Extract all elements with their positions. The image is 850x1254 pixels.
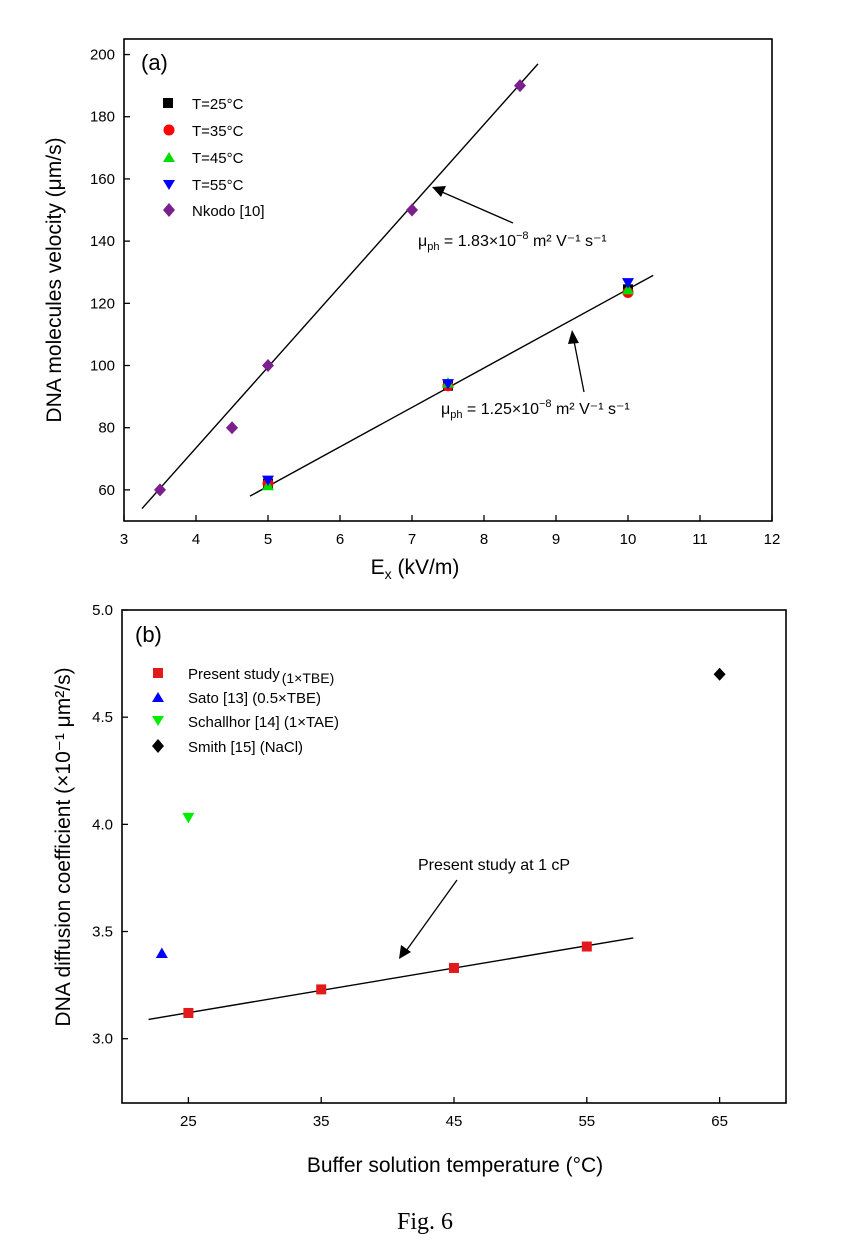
y-tick-label: 4.5 — [92, 709, 113, 726]
panel-a-points — [154, 79, 634, 497]
x-tick-label: 10 — [620, 531, 637, 548]
figure-caption: Fig. 6 — [397, 1209, 453, 1235]
data-point — [262, 475, 274, 487]
y-tick-label: 4.0 — [92, 816, 113, 833]
x-tick-label: 3 — [120, 531, 128, 548]
panel-b-legend: Present study (1×TBE) Sato [13] (0.5×TBE)… — [152, 666, 339, 756]
data-point — [406, 203, 418, 217]
legend-label: T=25°C — [192, 96, 244, 113]
x-tick-label: 9 — [552, 531, 560, 548]
x-tick-label: 8 — [480, 531, 488, 548]
annotation-arrowhead — [432, 186, 446, 197]
annotation-arrow — [405, 879, 458, 952]
panel-b: 25 35 45 55 65 3.0 3.5 4.0 4.5 5.0 (b) Present st… — [52, 602, 787, 1177]
y-axis-label-b: DNA diffusion coefficient (×10⁻¹ μm²/s) — [52, 667, 75, 1026]
y-tick-label: 120 — [90, 295, 115, 312]
legend-marker-triangle-down — [163, 180, 175, 190]
annotation-arrowhead — [568, 330, 579, 344]
y-tick-label: 3.0 — [92, 1031, 113, 1048]
y-tick-label: 80 — [98, 420, 115, 437]
y-tick-label: 140 — [90, 233, 115, 250]
legend-marker-square — [153, 668, 163, 678]
annotation-slope-steep: μph = 1.83×10−8 m² V⁻¹ s⁻¹ — [418, 186, 607, 253]
annotation-arrowhead — [399, 945, 411, 959]
legend-label: Present study (1×TBE) — [188, 666, 334, 686]
legend-marker-triangle-down — [152, 716, 164, 726]
x-tick-label: 11 — [692, 531, 708, 548]
x-axis-label-a: Ex (kV/m) — [371, 556, 460, 582]
annotation-slope-shallow: μph = 1.25×10−8 m² V⁻¹ s⁻¹ — [441, 330, 630, 421]
y-tick-label: 100 — [90, 358, 115, 375]
panel-b-fit-lines — [148, 937, 634, 1021]
y-tick-label: 3.5 — [92, 924, 113, 941]
x-tick-label: 4 — [192, 531, 200, 548]
legend-marker-diamond — [163, 203, 175, 217]
y-axis-label-a: DNA molecules velocity (μm/s) — [43, 137, 66, 422]
x-tick-label: 45 — [446, 1113, 463, 1130]
data-point — [154, 483, 166, 497]
legend-marker-diamond — [152, 739, 164, 753]
legend-marker-square — [163, 98, 173, 108]
legend-marker-circle — [163, 124, 175, 136]
legend-label: T=45°C — [192, 150, 244, 167]
x-tick-label: 5 — [264, 531, 272, 548]
x-tick-label: 65 — [711, 1113, 728, 1130]
data-point — [713, 667, 726, 681]
annotation-text-present-study: Present study at 1 cP — [418, 857, 570, 874]
y-tick-label: 60 — [98, 482, 115, 499]
y-tick-label: 200 — [90, 47, 115, 64]
panel-a-ticks: 3 4 5 6 7 8 9 10 11 12 60 80 100 120 140 160 180 200 — [90, 47, 780, 548]
y-tick-label: 180 — [90, 109, 115, 126]
data-point — [622, 278, 634, 289]
legend-label: Nkodo [10] — [192, 203, 265, 220]
data-point — [182, 812, 195, 824]
legend-marker-triangle-up — [152, 692, 164, 702]
data-point — [183, 1007, 194, 1018]
x-tick-label: 35 — [313, 1113, 330, 1130]
x-tick-label: 6 — [336, 531, 344, 548]
panel-b-points — [155, 667, 726, 1018]
y-tick-label: 160 — [90, 171, 115, 188]
x-tick-label: 25 — [180, 1113, 197, 1130]
data-point — [155, 947, 168, 958]
data-point — [449, 962, 459, 973]
x-tick-label: 7 — [408, 531, 416, 548]
annotation-arrow — [573, 340, 585, 393]
data-point — [442, 379, 454, 390]
annotation-text-shallow: μph = 1.25×10−8 m² V⁻¹ s⁻¹ — [441, 398, 630, 421]
panel-a-label: (a) — [141, 50, 168, 75]
y-tick-label: 5.0 — [92, 602, 113, 619]
fit-line — [148, 937, 634, 1021]
legend-label: Schallhor [14] (1×TAE) — [188, 714, 339, 731]
fit-line — [141, 63, 539, 510]
legend-label: T=55°C — [192, 177, 244, 194]
data-point — [622, 283, 634, 295]
annotation-present-study: Present study at 1 cP — [399, 857, 570, 959]
data-point — [581, 941, 592, 952]
legend-label: Smith [15] (NaCl) — [188, 739, 303, 756]
legend-label: T=35°C — [192, 123, 244, 140]
data-point — [226, 421, 238, 435]
panel-a-frame — [123, 38, 773, 522]
annotation-text-steep: μph = 1.83×10−8 m² V⁻¹ s⁻¹ — [418, 230, 607, 253]
panel-b-label: (b) — [135, 622, 162, 647]
panel-a-legend: T=25°C T=35°C T=45°C T=55°C Nkodo [10] — [163, 96, 265, 220]
x-tick-label: 55 — [578, 1113, 595, 1130]
data-point — [262, 359, 274, 373]
data-point — [316, 984, 327, 995]
legend-label: Sato [13] (0.5×TBE) — [188, 690, 321, 707]
data-point — [514, 79, 526, 93]
annotation-arrow — [441, 191, 514, 224]
panel-b-ticks: 25 35 45 55 65 3.0 3.5 4.0 4.5 5.0 — [92, 602, 728, 1130]
legend-marker-triangle-up — [163, 152, 175, 162]
x-axis-label-b: Buffer solution temperature (°C) — [307, 1154, 603, 1177]
x-tick-label: 12 — [764, 531, 781, 548]
